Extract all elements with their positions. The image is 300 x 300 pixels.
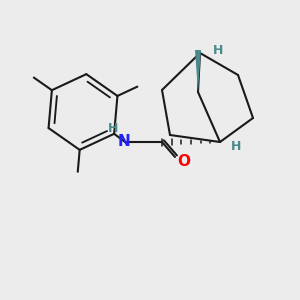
Text: O: O [178,154,190,169]
Text: H: H [231,140,241,152]
Text: H: H [108,122,118,136]
Polygon shape [195,50,201,92]
Text: N: N [118,134,130,148]
Text: H: H [213,44,223,58]
